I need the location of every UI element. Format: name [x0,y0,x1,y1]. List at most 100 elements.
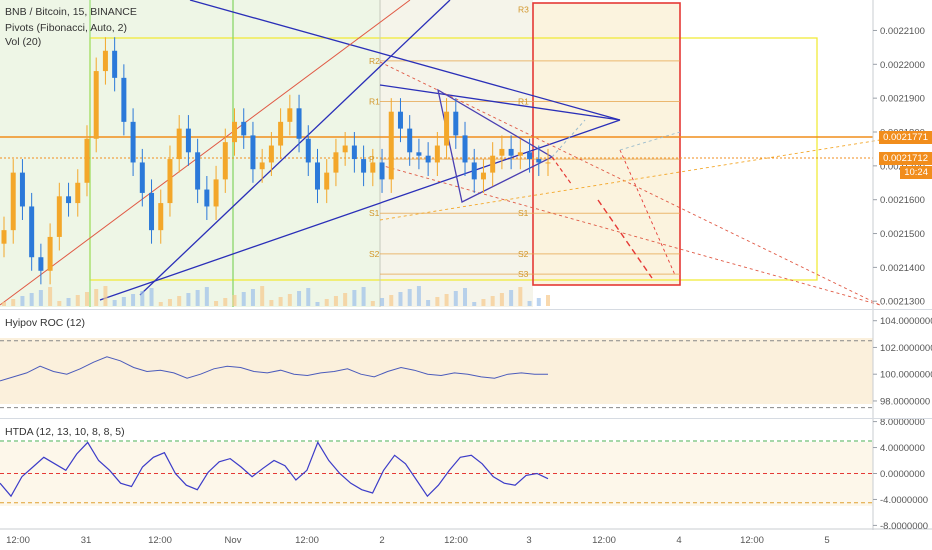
candle-body [185,128,191,153]
price-axis-tick-label: 0.0022100 [880,26,925,37]
volume-bar [186,293,191,306]
time-axis-tick-label: 3 [526,535,531,546]
pivot-label-r1: R1 [518,97,529,107]
volume-bar [352,290,357,306]
pivot-label-p: P [369,154,375,164]
pivot-label-s2: S2 [369,249,380,259]
trendline-red-diagonal [0,0,411,306]
candle-body [333,152,339,173]
volume-bar [546,295,550,306]
candle-body [75,182,81,204]
candle-body [324,172,330,190]
htda-indicator-label[interactable]: HTDA (12, 13, 10, 8, 8, 5) [5,426,125,438]
target-zone-box-red [532,2,681,286]
price-axis-tick-label: 0.0022000 [880,60,925,71]
time-axis-tick-label: 12:00 [592,535,616,546]
volume-bar [167,299,172,306]
candle-body [130,121,136,163]
roc-axis-tick-label: 104.0000000 [880,316,932,327]
time-axis-tick-label: 12:00 [6,535,30,546]
trendline-ascending [99,119,621,301]
candle-body [416,152,422,156]
pane-separator-roc-htda[interactable] [0,418,932,419]
candle-body [462,135,468,163]
htda-axis-tick-label: 0.0000000 [880,469,925,480]
volume-bar [315,302,320,306]
time-axis-tick-label: 12:00 [148,535,172,546]
trendline-triangle-top [379,84,621,121]
time-axis-tick-label: 12:00 [444,535,468,546]
candle-body [195,152,201,190]
time-axis-tick-label: Nov [225,535,242,546]
projection-arrow-3 [619,149,676,276]
price-tag-upper: 0.0021771 [879,131,932,144]
htda-axis-tick-label: 8.0000000 [880,417,925,428]
volume-bar [481,299,486,306]
price-axis-tick-label: 0.0021400 [880,263,925,274]
time-axis-tick-label: 31 [81,535,92,546]
volume-bar [112,300,117,306]
candle-body [370,162,376,173]
candle-body [351,145,357,160]
price-axis-tick-label: 0.0021500 [880,229,925,240]
volume-bar [66,298,71,306]
candle-body [204,189,210,207]
volume-bar [527,301,532,306]
volume-bar [94,289,99,306]
countdown-tag: 10:24 [900,166,932,179]
volume-bar [223,298,228,306]
candle-body [10,172,16,231]
candle-body [259,162,265,170]
volume-bar [269,300,274,306]
pivots-indicator-label[interactable]: Pivots (Fibonacci, Auto, 2) [5,22,127,34]
candle-body [93,71,99,139]
volume-bar [536,298,541,306]
volume-bar [509,290,514,306]
htda-axis-tick-label: -4.0000000 [880,495,928,506]
pivot-label-r3: R3 [518,4,529,14]
channel-line-2 [379,164,881,306]
candle-body [314,162,320,190]
volume-bar [38,290,43,306]
volume-bar [57,301,62,306]
symbol-title[interactable]: BNB / Bitcoin, 15, BINANCE [5,6,137,18]
candle-body [1,230,7,244]
candle-body [121,77,127,122]
volume-bar [177,296,182,306]
candle-body [480,172,486,180]
htda-axis-tick-label: -8.0000000 [880,521,928,532]
volume-bar [324,299,329,306]
session-shade-grey [380,0,533,307]
volume-bar [361,287,366,306]
pivot-label-s3: S3 [518,269,529,279]
pivot-label-r1: R1 [369,97,380,107]
volume-bar [333,296,338,306]
roc-indicator-label[interactable]: Hyipov ROC (12) [5,317,85,329]
time-axis-tick-label: 12:00 [295,535,319,546]
volume-bar [29,293,34,306]
roc-axis-tick-label: 102.0000000 [880,343,932,354]
projection-arrow-1 [551,156,573,186]
pivot-label-s1: S1 [369,208,380,218]
volume-bar [195,290,200,306]
volume-bar [214,301,219,306]
volume-indicator-label[interactable]: Vol (20) [5,36,42,48]
pivot-label-s2: S2 [518,249,529,259]
candle-body [47,236,53,271]
roc-axis-tick-label: 100.0000000 [880,370,932,381]
candle-body [361,159,367,173]
candle-body [278,121,284,146]
candle-body [517,152,523,156]
volume-bar [490,296,495,306]
candle-body [29,206,35,258]
candle-body [149,192,155,231]
volume-bar [149,288,154,306]
candle-body [287,108,293,122]
pane-separator-price-roc[interactable] [0,309,932,310]
candle-body [139,162,145,193]
time-axis-tick-label: 4 [676,535,681,546]
candle-body [527,152,533,160]
roc-line [0,356,548,382]
volume-bar [343,293,348,306]
